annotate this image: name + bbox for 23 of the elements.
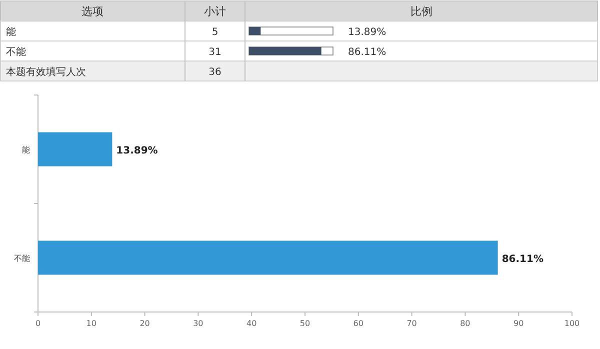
data-label: 36	[208, 67, 222, 78]
x-tick-label: 20	[140, 319, 150, 328]
text: 选项	[82, 5, 104, 18]
text: 比例	[410, 5, 432, 18]
x-tick-label: 90	[514, 319, 524, 328]
text: 86.11%	[348, 47, 386, 58]
x-tick-label: 10	[86, 319, 96, 328]
text: 小计	[204, 5, 226, 18]
x-tick-label: 70	[406, 319, 417, 328]
x-tick-label: 30	[193, 319, 204, 328]
x-tick-label: 0	[35, 319, 41, 328]
data-label: 31	[208, 47, 222, 58]
category-label: 本题有效填写人次	[6, 66, 86, 78]
data-label: 5	[212, 27, 218, 38]
data-label: 86.11%	[502, 254, 544, 265]
category-label: 能	[6, 26, 16, 38]
x-tick-label: 60	[353, 319, 364, 328]
x-tick-label: 40	[246, 319, 257, 328]
x-tick-label: 80	[460, 319, 470, 328]
text: 13.89%	[348, 27, 386, 38]
x-tick-label: 100	[564, 319, 580, 328]
data-label: 13.89%	[116, 145, 158, 156]
x-tick-label: 50	[300, 319, 310, 328]
